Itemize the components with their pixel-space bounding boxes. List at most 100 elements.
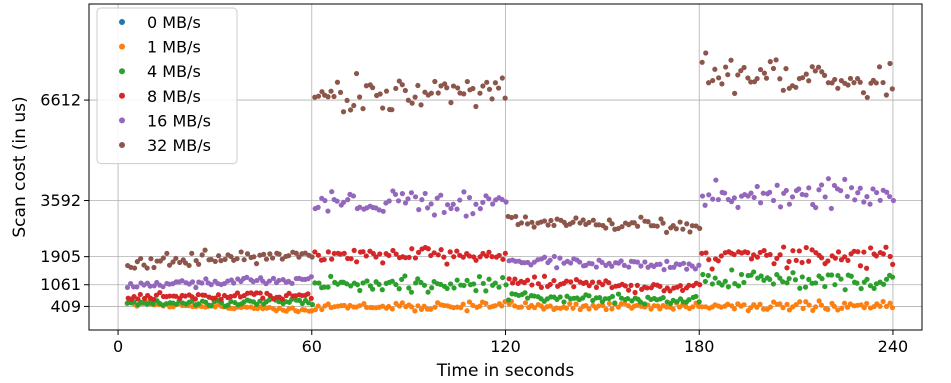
data-point — [725, 301, 731, 307]
data-point — [586, 293, 592, 299]
data-point — [461, 282, 467, 289]
data-point — [789, 194, 796, 200]
data-point — [328, 88, 334, 94]
data-point — [402, 273, 408, 279]
data-point — [861, 199, 867, 205]
data-point — [490, 201, 496, 207]
data-point — [745, 75, 751, 81]
data-point — [547, 281, 553, 288]
legend: 0 MB/s 1 MB/s 4 MB/s 8 MB/s 16 MB/s 32 MB/s — [96, 7, 238, 165]
data-point — [797, 285, 803, 291]
data-point — [773, 57, 779, 63]
data-point — [854, 75, 861, 82]
data-point — [890, 261, 896, 267]
data-point — [208, 282, 214, 288]
data-point — [735, 204, 741, 210]
data-point — [466, 195, 473, 201]
data-point — [208, 256, 214, 263]
data-point — [767, 59, 773, 65]
data-point — [166, 262, 173, 268]
data-point — [699, 59, 705, 65]
data-point — [415, 303, 421, 309]
data-point — [876, 64, 883, 70]
data-point — [657, 261, 663, 267]
data-point — [435, 252, 441, 258]
data-point — [305, 300, 312, 306]
data-point — [625, 287, 632, 293]
data-point — [809, 247, 815, 253]
data-point — [470, 85, 476, 92]
data-point — [732, 281, 738, 287]
data-point — [887, 300, 893, 306]
data-point — [645, 219, 651, 225]
data-point — [715, 258, 721, 264]
data-point — [810, 307, 816, 314]
data-point — [786, 275, 792, 282]
data-point — [486, 249, 492, 255]
data-point — [883, 276, 890, 282]
y-tick-label: 3592 — [40, 191, 81, 210]
data-point — [483, 253, 490, 259]
data-point — [684, 266, 690, 272]
data-point — [563, 278, 570, 284]
data-point — [748, 256, 755, 262]
data-point — [806, 258, 812, 264]
data-point — [363, 253, 369, 259]
data-point — [499, 303, 505, 309]
data-point — [203, 276, 209, 282]
data-point — [806, 78, 812, 84]
data-point — [377, 251, 383, 257]
data-point — [512, 303, 518, 309]
data-point — [857, 79, 863, 85]
data-point — [276, 251, 282, 257]
data-point — [199, 280, 205, 286]
data-point — [696, 299, 702, 305]
data-point — [454, 277, 460, 283]
data-point — [415, 276, 421, 282]
data-point — [428, 201, 434, 207]
data-point — [345, 197, 351, 203]
data-point — [822, 194, 828, 200]
data-point — [496, 252, 502, 259]
data-point — [503, 199, 509, 205]
data-point — [586, 219, 592, 226]
data-point — [844, 193, 850, 200]
data-point — [464, 78, 470, 85]
data-point — [480, 250, 486, 257]
data-point — [842, 254, 848, 260]
data-point — [883, 92, 889, 98]
data-point — [663, 229, 670, 235]
data-point — [431, 212, 438, 218]
data-point — [351, 247, 357, 253]
data-point — [396, 286, 402, 292]
data-point — [450, 83, 457, 89]
data-point — [806, 185, 812, 191]
data-point — [466, 253, 473, 259]
data-point — [461, 91, 467, 97]
data-point — [818, 302, 825, 308]
data-point — [716, 75, 722, 81]
data-point — [522, 300, 529, 306]
data-point — [380, 105, 386, 111]
data-point — [864, 300, 870, 307]
data-point — [234, 256, 240, 262]
data-point — [447, 249, 453, 255]
data-point — [325, 249, 331, 255]
data-point — [586, 306, 592, 312]
data-point — [628, 282, 634, 288]
data-point — [725, 72, 731, 78]
data-point — [715, 196, 721, 203]
data-point — [386, 198, 392, 204]
data-point — [408, 289, 415, 295]
data-point — [880, 251, 886, 257]
data-point — [842, 287, 848, 293]
data-point — [754, 254, 761, 260]
data-point — [263, 256, 270, 262]
legend-marker — [119, 142, 125, 148]
data-point — [770, 65, 777, 72]
data-point — [551, 222, 557, 228]
data-point — [192, 296, 198, 302]
data-point — [538, 284, 544, 291]
data-point — [835, 85, 841, 91]
data-point — [437, 281, 444, 287]
